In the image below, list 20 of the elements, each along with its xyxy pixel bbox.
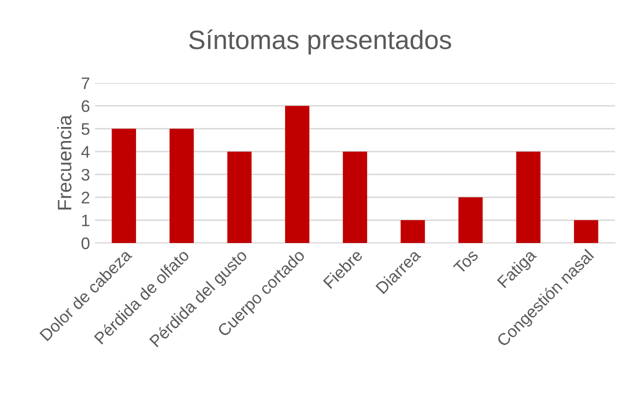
y-tick-label: 0 xyxy=(82,237,90,250)
bar xyxy=(342,152,368,243)
bar xyxy=(285,106,310,243)
y-tick-label: 2 xyxy=(82,192,90,204)
x-tick-label: Tos xyxy=(452,248,479,275)
bar xyxy=(400,220,425,243)
y-tick-label: 1 xyxy=(82,214,90,226)
chart-title: Síntomas presentados xyxy=(189,30,452,54)
y-tick-label: 3 xyxy=(82,168,90,181)
bar xyxy=(112,128,136,243)
y-tick-label: 6 xyxy=(82,100,90,112)
bar xyxy=(516,152,540,243)
y-tick-label: 5 xyxy=(82,123,90,135)
bar xyxy=(458,197,483,243)
y-axis-title: Frecuencia xyxy=(57,114,72,210)
bar xyxy=(170,128,194,243)
y-tick-label: 7 xyxy=(82,78,90,90)
bar xyxy=(574,220,598,243)
bar xyxy=(227,152,252,243)
y-tick-label: 4 xyxy=(81,146,90,158)
